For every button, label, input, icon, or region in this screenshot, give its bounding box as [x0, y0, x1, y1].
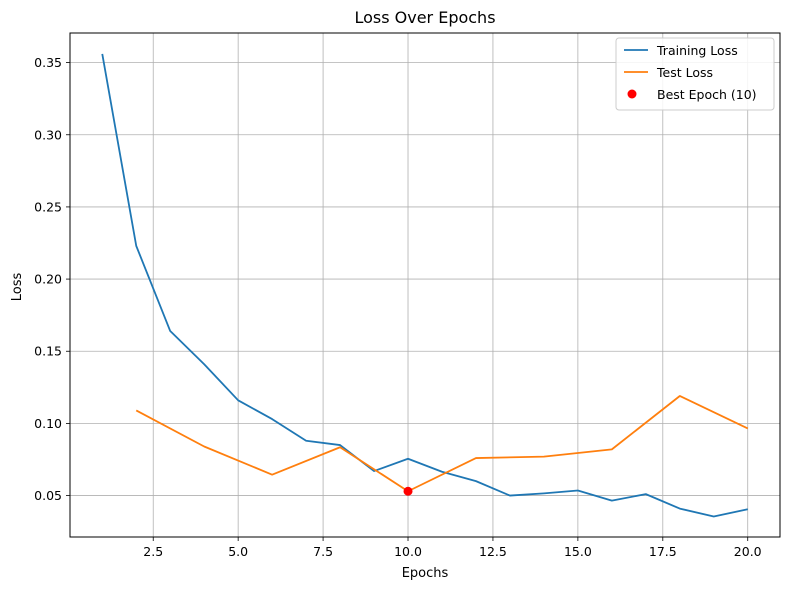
series-line-test-loss	[135, 395, 749, 493]
x-tick-label: 2.5	[143, 544, 163, 559]
best-epoch-marker	[403, 486, 413, 496]
y-tick-label: 0.35	[34, 55, 62, 70]
y-tick-label: 0.15	[34, 344, 62, 359]
y-tick-label: 0.10	[34, 416, 62, 431]
y-axis-label: Loss	[10, 273, 25, 302]
legend-box	[615, 37, 775, 111]
legend-label-best-epoch: Best Epoch (10)	[657, 87, 757, 102]
legend-label-training-loss: Training Loss	[656, 43, 738, 58]
grid	[70, 33, 780, 537]
legend: Training Loss Test Loss Best Epoch (10)	[615, 37, 775, 111]
marker-layer	[403, 486, 413, 496]
series-line-training-loss	[101, 53, 748, 518]
y-axis-ticks: 0.05 0.10 0.15 0.20 0.25 0.30 0.35	[34, 55, 70, 503]
legend-label-test-loss: Test Loss	[656, 65, 713, 80]
x-axis-label: Epochs	[402, 566, 449, 581]
x-tick-label: 20.0	[734, 544, 762, 559]
x-tick-label: 7.5	[313, 544, 333, 559]
y-tick-label: 0.20	[34, 272, 62, 287]
x-tick-label: 17.5	[649, 544, 677, 559]
y-tick-label: 0.30	[34, 127, 62, 142]
x-tick-label: 15.0	[564, 544, 592, 559]
y-tick-label: 0.25	[34, 199, 62, 214]
y-tick-label: 0.05	[34, 488, 62, 503]
series-layer	[101, 53, 749, 518]
chart-title: Loss Over Epochs	[354, 8, 495, 27]
legend-swatch-best-epoch	[627, 89, 637, 99]
x-tick-label: 10.0	[394, 544, 422, 559]
x-axis-ticks: 2.5 5.0 7.5 10.0 12.5 15.0 17.5 20.0	[143, 537, 762, 559]
x-tick-label: 5.0	[228, 544, 248, 559]
x-tick-label: 12.5	[479, 544, 507, 559]
plot-frame	[69, 32, 781, 538]
